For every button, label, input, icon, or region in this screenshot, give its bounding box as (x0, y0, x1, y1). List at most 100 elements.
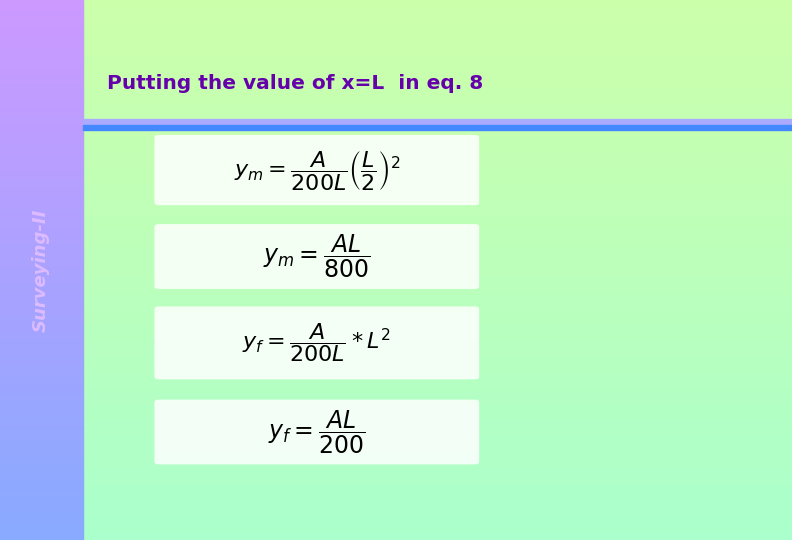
Bar (0, 470, 83, 471)
Bar (0, 211, 83, 212)
Bar (83, 174, 792, 177)
Bar (0, 475, 83, 477)
Bar (0, 126, 83, 128)
Bar (83, 103, 792, 104)
Bar (83, 108, 792, 110)
Text: $y_m = \dfrac{AL}{800}$: $y_m = \dfrac{AL}{800}$ (263, 233, 371, 280)
Bar (83, 228, 792, 231)
Bar (0, 425, 83, 427)
Bar (83, 207, 792, 209)
Bar (0, 336, 83, 339)
Bar (0, 403, 83, 405)
Bar (83, 363, 792, 366)
Bar (0, 410, 83, 412)
Bar (83, 227, 792, 228)
Bar (83, 420, 792, 421)
Bar (0, 77, 83, 79)
Bar (0, 248, 83, 250)
Bar (0, 493, 83, 495)
Bar (83, 285, 792, 286)
Bar (0, 88, 83, 90)
Bar (83, 92, 792, 93)
Bar (0, 228, 83, 231)
Bar (83, 158, 792, 160)
Bar (0, 200, 83, 201)
Bar (0, 390, 83, 393)
Bar (83, 457, 792, 459)
Bar (0, 491, 83, 493)
Bar (83, 106, 792, 108)
Bar (83, 231, 792, 232)
Bar (0, 61, 83, 63)
Bar (83, 279, 792, 281)
Bar (83, 293, 792, 295)
Bar (83, 86, 792, 88)
Bar (83, 378, 792, 380)
Bar (0, 147, 83, 150)
Bar (83, 32, 792, 34)
Bar (83, 428, 792, 430)
Bar (0, 263, 83, 265)
Bar (0, 204, 83, 205)
Bar (83, 130, 792, 131)
Bar (0, 524, 83, 525)
Bar (0, 484, 83, 486)
Bar (0, 259, 83, 261)
Bar (83, 274, 792, 275)
Bar (0, 45, 83, 47)
Bar (0, 128, 83, 130)
Bar (0, 533, 83, 535)
Bar (83, 421, 792, 423)
Bar (0, 378, 83, 380)
Bar (83, 43, 792, 45)
Bar (0, 96, 83, 97)
Bar (83, 182, 792, 184)
Bar (83, 198, 792, 200)
Bar (83, 355, 792, 356)
Bar (83, 137, 792, 139)
Bar (83, 58, 792, 59)
Bar (0, 322, 83, 324)
Bar (83, 317, 792, 319)
Bar (0, 315, 83, 317)
Bar (0, 101, 83, 103)
Bar (83, 423, 792, 425)
Bar (83, 34, 792, 36)
Bar (83, 214, 792, 216)
Bar (83, 468, 792, 470)
Bar (83, 258, 792, 259)
Bar (83, 454, 792, 455)
Bar (83, 23, 792, 25)
Bar (83, 125, 792, 130)
Bar (83, 9, 792, 11)
Bar (83, 97, 792, 99)
Bar (83, 54, 792, 56)
Bar (83, 529, 792, 531)
Bar (0, 158, 83, 160)
Bar (83, 36, 792, 38)
Bar (83, 533, 792, 535)
Bar (0, 83, 83, 85)
Bar (0, 285, 83, 286)
Bar (0, 137, 83, 139)
Bar (0, 5, 83, 7)
Bar (0, 340, 83, 342)
Bar (0, 457, 83, 459)
Bar (83, 290, 792, 292)
Bar (0, 282, 83, 285)
Bar (83, 52, 792, 54)
Bar (83, 66, 792, 69)
Bar (0, 347, 83, 349)
Bar (83, 232, 792, 234)
Bar (83, 302, 792, 304)
Bar (0, 254, 83, 255)
Bar (83, 538, 792, 540)
Bar (0, 182, 83, 184)
Bar (83, 252, 792, 254)
Bar (83, 20, 792, 22)
Bar (0, 110, 83, 112)
Bar (83, 339, 792, 340)
Bar (0, 481, 83, 482)
Bar (83, 398, 792, 400)
Bar (0, 461, 83, 463)
